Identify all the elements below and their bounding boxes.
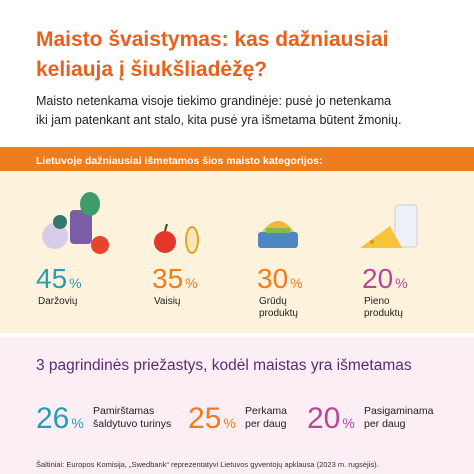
stat-value: 20: [362, 263, 393, 294]
category-heading: Lietuvoje dažniausiai išmetamos šios mai…: [36, 155, 323, 167]
category-panel: [0, 171, 474, 333]
stat-value: 35: [152, 263, 183, 294]
stat-value: 45: [36, 263, 67, 294]
stat: 25%: [188, 402, 236, 435]
fruit-icon: [154, 223, 199, 254]
category-band: [0, 147, 474, 171]
stat: 35%: [152, 263, 198, 294]
stat-value: 30: [257, 263, 288, 294]
stat-unit: %: [342, 415, 354, 431]
stat: 20%: [307, 402, 355, 435]
category-label: produktų: [364, 308, 403, 319]
stat-unit: %: [185, 275, 197, 291]
title: keliauja į šiukšliadėžę?: [36, 58, 267, 81]
title: Maisto švaistymas: kas dažniausiai: [36, 28, 389, 51]
category-label: Vaisių: [154, 296, 181, 307]
reason-label: per daug: [364, 418, 406, 430]
category-label: Daržovių: [38, 296, 78, 307]
stat-value: 20: [307, 402, 340, 435]
stat-unit: %: [69, 275, 81, 291]
reason-label: Pasigaminama: [364, 405, 434, 417]
stat-value: 26: [36, 402, 69, 435]
reasons-heading: 3 pagrindinės priežastys, kodėl maistas …: [36, 357, 412, 374]
stat-unit: %: [395, 275, 407, 291]
stat-value: 25: [188, 402, 221, 435]
stat-unit: %: [71, 415, 83, 431]
stat-unit: %: [223, 415, 235, 431]
stat-unit: %: [290, 275, 302, 291]
grain-icon: [258, 221, 298, 248]
reason-label: Pamirštamas: [93, 405, 154, 417]
stat: 20%: [362, 263, 408, 294]
dairy-icon: [360, 204, 418, 248]
category-label: Pieno: [364, 296, 390, 307]
stat: 30%: [257, 263, 303, 294]
stat: 45%: [36, 263, 82, 294]
vegetable-icon: [42, 192, 109, 254]
stat: 26%: [36, 402, 84, 435]
reasons-panel: [0, 337, 474, 474]
reason-label: Perkama: [245, 405, 287, 417]
category-label: produktų: [259, 308, 298, 319]
category-label: Grūdų: [259, 296, 287, 307]
subtitle: iki jam patenkant ant stalo, kita pusė y…: [36, 113, 401, 127]
reason-label: per daug: [245, 418, 287, 430]
subtitle: Maisto netenkama visoje tiekimo grandinė…: [36, 94, 391, 108]
source: Šaltiniai: Europos Komisija, „Swedbank“ …: [36, 460, 379, 469]
reason-label: šaldytuvo turinys: [93, 418, 171, 430]
